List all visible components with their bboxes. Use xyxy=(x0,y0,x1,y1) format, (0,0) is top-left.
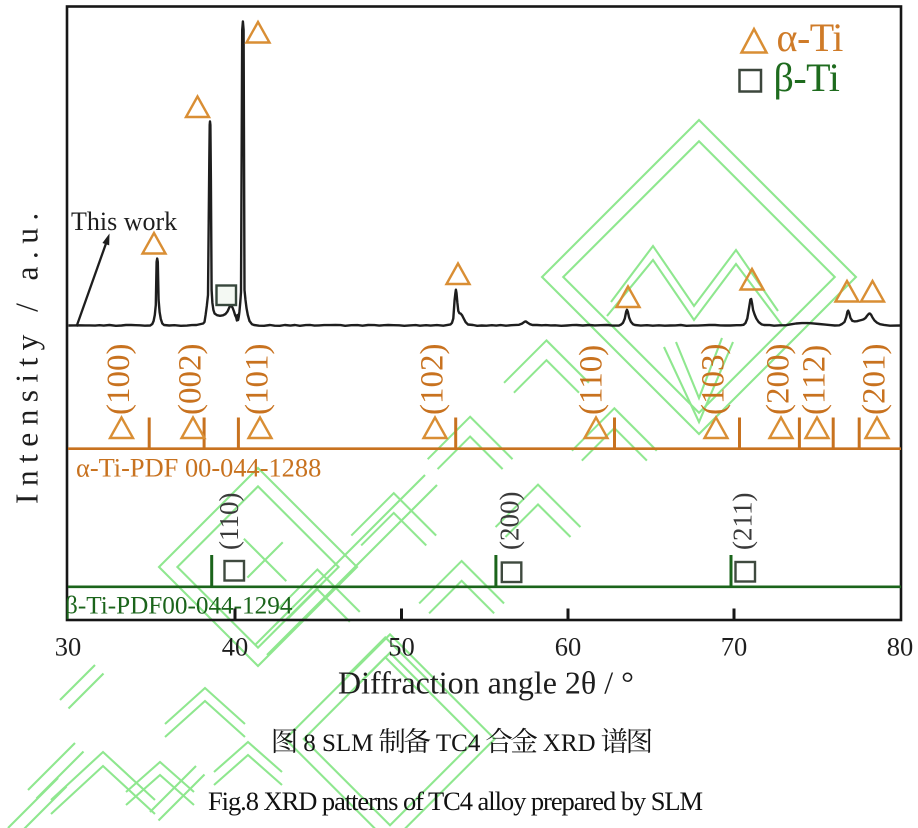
svg-text:TC4: TC4 xyxy=(436,730,481,757)
svg-text:(112): (112) xyxy=(797,345,833,415)
svg-text:70: 70 xyxy=(721,631,748,661)
svg-text:(110): (110) xyxy=(574,345,610,415)
svg-text:8 SLM: 8 SLM xyxy=(303,730,373,757)
svg-text:β-Ti-PDF00-044-1294: β-Ti-PDF00-044-1294 xyxy=(65,593,293,620)
svg-text:(110): (110) xyxy=(214,493,244,550)
svg-text:Diffraction angle 2θ / °: Diffraction angle 2θ / ° xyxy=(338,665,634,701)
svg-text:(102): (102) xyxy=(415,344,451,415)
svg-text:(211): (211) xyxy=(727,493,757,550)
svg-text:α-Ti-PDF 00-044-1288: α-Ti-PDF 00-044-1288 xyxy=(76,453,321,483)
svg-text:80: 80 xyxy=(887,631,914,661)
svg-text:β-Ti: β-Ti xyxy=(774,55,840,100)
svg-text:(200): (200) xyxy=(494,492,524,550)
svg-text:(103): (103) xyxy=(696,344,732,415)
svg-text:XRD: XRD xyxy=(543,730,596,757)
svg-text:60: 60 xyxy=(555,631,582,661)
svg-text:(101): (101) xyxy=(240,344,276,415)
svg-text:(201): (201) xyxy=(857,344,893,415)
svg-text:α-Ti: α-Ti xyxy=(777,15,844,60)
svg-text:(100): (100) xyxy=(101,344,137,415)
svg-text:Intensity / a.u.: Intensity / a.u. xyxy=(10,205,45,504)
svg-text:40: 40 xyxy=(222,631,249,661)
svg-text:(200): (200) xyxy=(761,344,797,415)
svg-text:50: 50 xyxy=(388,631,415,661)
svg-text:This work: This work xyxy=(71,207,177,236)
svg-text:30: 30 xyxy=(55,631,82,661)
svg-text:Fig.8 XRD patterns of TC4 allo: Fig.8 XRD patterns of TC4 alloy prepared… xyxy=(208,786,703,816)
svg-text:(002): (002) xyxy=(173,344,209,415)
